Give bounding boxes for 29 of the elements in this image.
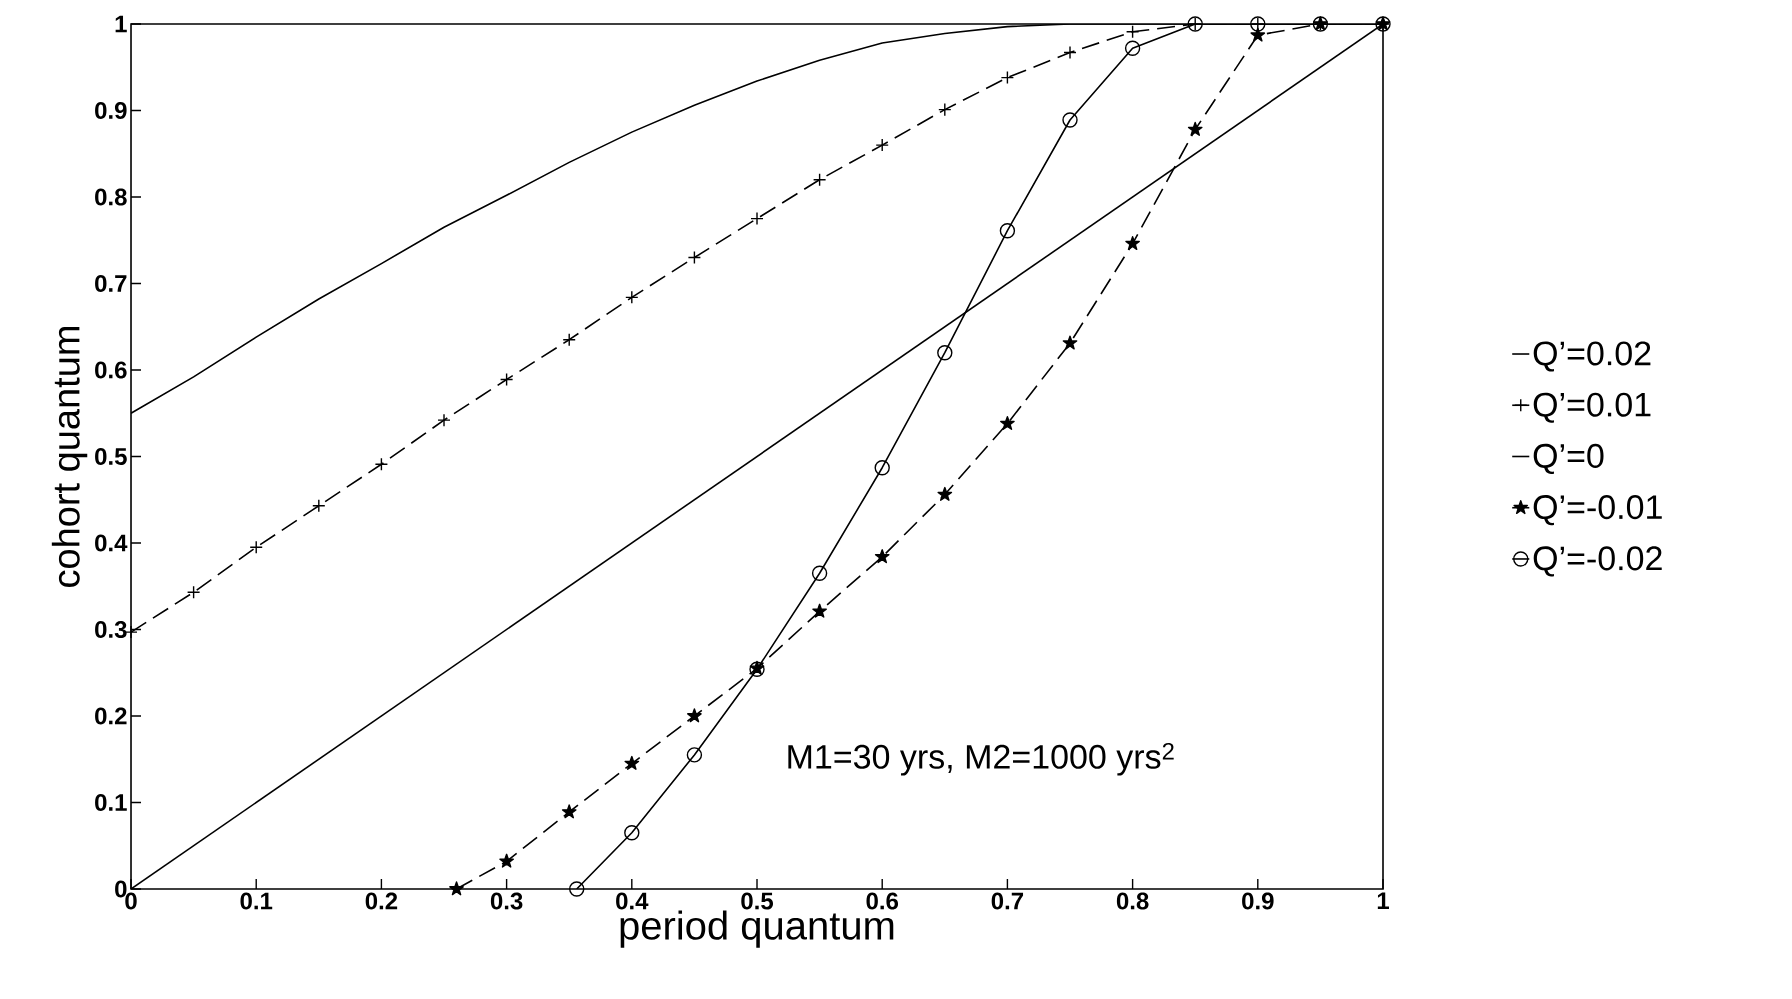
y-tick-label: 0 bbox=[115, 880, 127, 898]
x-tick-label: 0.1 bbox=[240, 892, 273, 910]
legend-label: Q’=0.02 bbox=[1533, 341, 1651, 372]
y-axis-title: cohort quantum bbox=[51, 327, 88, 587]
x-axis-title: period quantum bbox=[620, 910, 894, 948]
x-tick-label: 0.3 bbox=[490, 892, 523, 910]
x-tick-label: 0.2 bbox=[365, 892, 398, 910]
y-tick-label: 0.4 bbox=[95, 534, 128, 552]
y-tick-label: 0.6 bbox=[95, 361, 127, 379]
y-tick-label: 0.1 bbox=[95, 794, 127, 811]
x-tick-label: 0.5 bbox=[741, 892, 774, 910]
annotation: M1=30 yrs, M2=1000 yrs$^{2}$ bbox=[788, 742, 1174, 776]
legend-label: Q’=-0.02 bbox=[1533, 546, 1662, 577]
x-tick-label: 0.4 bbox=[616, 892, 649, 910]
x-tick-label: 0.9 bbox=[1242, 892, 1274, 910]
y-tick-label: 1 bbox=[115, 15, 127, 33]
x-tick-label: 0.7 bbox=[991, 892, 1024, 910]
y-tick-label: 0.8 bbox=[95, 188, 127, 206]
y-tick-label: 0.2 bbox=[95, 707, 127, 725]
y-tick-label: 0.5 bbox=[95, 448, 127, 465]
y-tick-label: 0.3 bbox=[95, 620, 127, 638]
y-tick-label: 0.9 bbox=[95, 102, 127, 119]
legend-label: Q’=0.01 bbox=[1533, 392, 1651, 423]
legend-label: Q’=0 bbox=[1533, 443, 1604, 475]
legend-label: Q’=-0.01 bbox=[1533, 495, 1662, 526]
x-tick-label: 0.8 bbox=[1116, 892, 1149, 910]
y-tick-label: 0.7 bbox=[95, 275, 127, 292]
x-tick-label: 1 bbox=[1377, 892, 1389, 910]
x-tick-label: 0.6 bbox=[866, 892, 899, 910]
